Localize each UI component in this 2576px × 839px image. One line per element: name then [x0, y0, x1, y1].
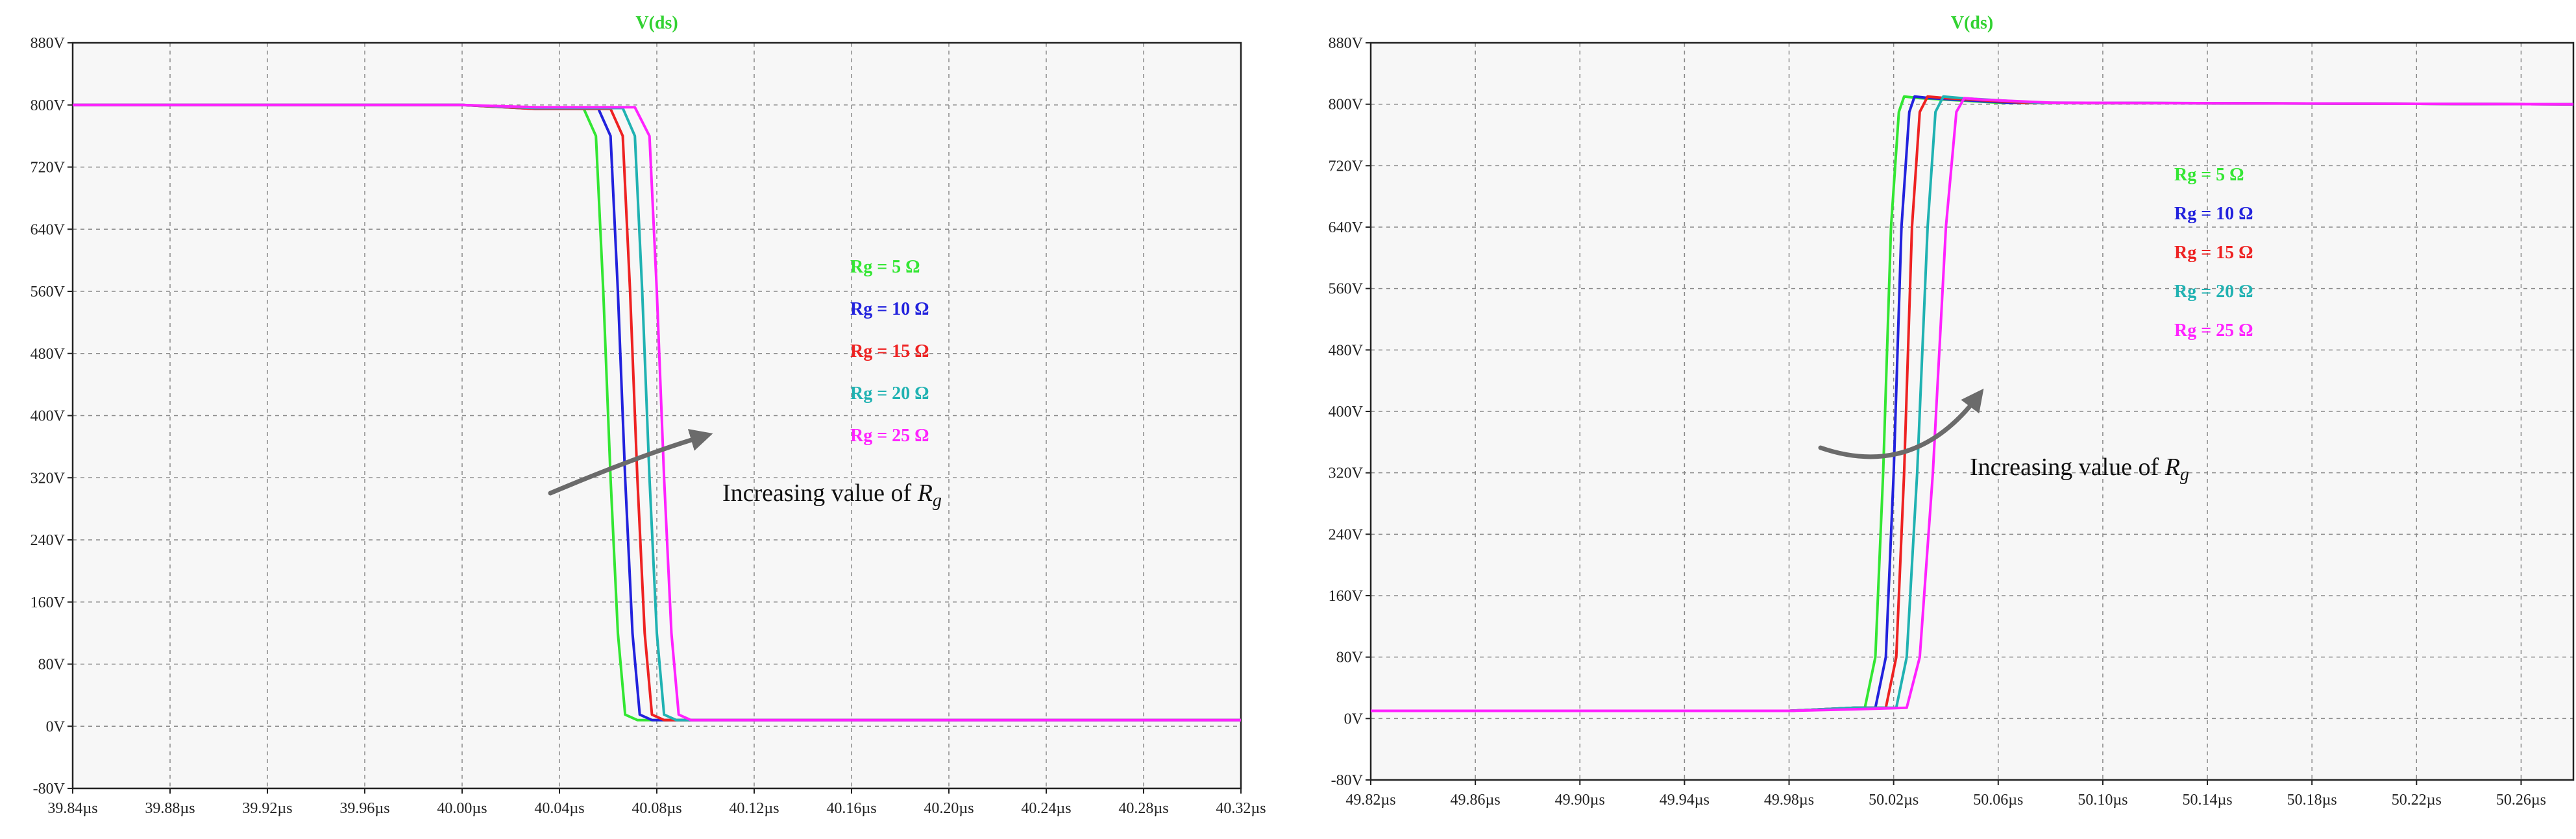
annotation-text: Increasing value of Rg	[1970, 454, 2189, 485]
y-tick-label: 880V	[1329, 35, 1364, 52]
x-tick-label: 49.82µs	[1345, 792, 1395, 809]
y-tick-label: 0V	[46, 718, 66, 735]
y-tick-label: 560V	[31, 284, 66, 300]
legend-entry-2: Rg = 10 Ω	[850, 299, 929, 319]
x-tick-label: 40.04µs	[534, 800, 584, 817]
y-tick-label: 800V	[31, 97, 66, 114]
x-tick-label: 40.20µs	[924, 800, 974, 817]
x-tick-label: 40.08µs	[632, 800, 681, 817]
x-tick-label: 49.98µs	[1764, 792, 1814, 809]
x-tick-label: 40.32µs	[1216, 800, 1266, 817]
x-tick-label: 50.22µs	[2392, 792, 2442, 809]
annotation-text: Increasing value of Rg	[722, 480, 942, 511]
x-tick-label: 50.14µs	[2182, 792, 2232, 809]
y-tick-label: 880V	[31, 35, 66, 52]
y-tick-label: -80V	[1331, 772, 1364, 789]
x-tick-label: 50.26µs	[2496, 792, 2546, 809]
x-tick-label: 49.86µs	[1451, 792, 1501, 809]
chart-panel-1: V(ds) 880V 800V 720V 640V 560V 480V 400V 320V 240…	[31, 13, 1266, 817]
x-tick-label: 39.84µs	[47, 800, 97, 817]
legend-entry-2: Rg = 10 Ω	[2174, 204, 2253, 224]
chart-panel-2: V(ds) 880V 800V 720V 640V 560V 480V 400V 320V 240…	[1329, 13, 2575, 809]
y-tick-label: 160V	[1329, 588, 1364, 605]
y-tick-label: 160V	[31, 594, 66, 611]
y-tick-label: 240V	[31, 532, 66, 549]
legend-entry-3: Rg = 15 Ω	[850, 341, 929, 361]
y-tick-label: 400V	[31, 408, 66, 425]
chart-title: V(ds)	[635, 13, 678, 33]
y-tick-label: 400V	[1329, 404, 1364, 420]
x-tick-label: 39.96µs	[339, 800, 389, 817]
plot-frame	[1369, 42, 2575, 781]
legend-entry-1: Rg = 5 Ω	[850, 257, 920, 277]
y-tick-label: 800V	[1329, 97, 1364, 114]
y-tick-label: 80V	[38, 657, 66, 674]
increase-arrow	[548, 429, 713, 496]
x-tick-label: 40.28µs	[1118, 800, 1168, 817]
y-tick-label: 560V	[1329, 281, 1364, 298]
plot-frame	[71, 42, 1242, 790]
x-tick-label: 39.92µs	[242, 800, 292, 817]
y-tick-label: 80V	[1336, 650, 1364, 666]
x-tick-label: 50.18µs	[2287, 792, 2337, 809]
x-tick-label: 40.24µs	[1021, 800, 1071, 817]
x-tick-label: 50.02µs	[1869, 792, 1919, 809]
x-tick-label: 40.16µs	[826, 800, 876, 817]
y-tick-label: 640V	[31, 221, 66, 238]
x-tick-label: 40.12µs	[729, 800, 779, 817]
series-line-5	[1371, 97, 2573, 712]
x-tick-label: 39.88µs	[145, 800, 195, 817]
increase-arrow	[1818, 388, 1984, 459]
y-tick-label: 480V	[31, 346, 66, 363]
y-tick-label: 640V	[1329, 219, 1364, 236]
legend-entry-4: Rg = 20 Ω	[2174, 282, 2253, 302]
x-tick-label: 40.00µs	[437, 800, 487, 817]
legend-entry-5: Rg = 25 Ω	[850, 426, 929, 446]
x-tick-label: 49.94µs	[1660, 792, 1710, 809]
y-tick-label: 720V	[1329, 158, 1364, 175]
y-tick-label: -80V	[33, 781, 66, 797]
series-line-5	[73, 103, 1241, 722]
legend-entry-1: Rg = 5 Ω	[2174, 165, 2244, 185]
y-tick-label: 0V	[1344, 711, 1364, 727]
y-tick-label: 240V	[1329, 526, 1364, 543]
y-tick-label: 320V	[1329, 465, 1364, 482]
x-tick-label: 49.90µs	[1555, 792, 1605, 809]
y-tick-label: 480V	[1329, 342, 1364, 359]
legend-entry-5: Rg = 25 Ω	[2174, 321, 2253, 341]
chart-title: V(ds)	[1951, 13, 1993, 33]
x-tick-label: 50.10µs	[2078, 792, 2128, 809]
y-tick-label: 720V	[31, 160, 66, 176]
legend-entry-4: Rg = 20 Ω	[850, 383, 929, 404]
legend-entry-3: Rg = 15 Ω	[2174, 243, 2253, 263]
x-tick-label: 50.06µs	[1973, 792, 2023, 809]
y-tick-label: 320V	[31, 470, 66, 487]
